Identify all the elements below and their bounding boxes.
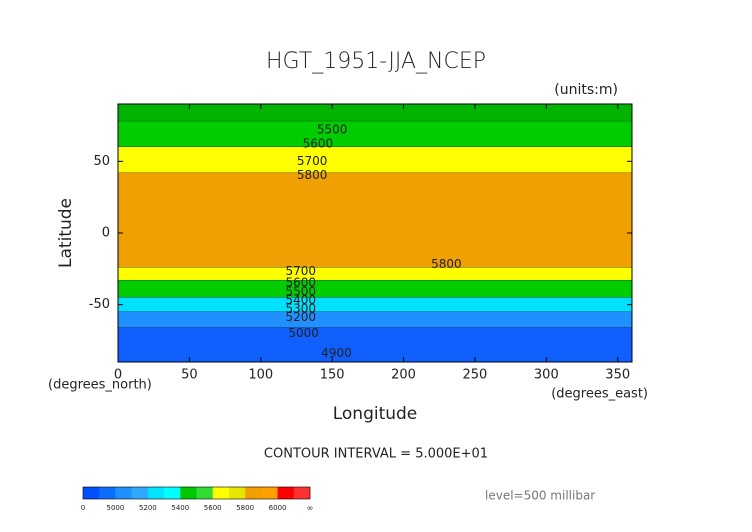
contour-label: 5600 (303, 137, 334, 151)
plot-area: 5500560057005800580057005600550054005300… (89, 103, 633, 383)
contour-label: 5700 (297, 154, 328, 168)
contour-band (118, 147, 632, 173)
colorbar-tick-label: 6000 (269, 504, 287, 512)
colorbar-swatch (245, 487, 262, 499)
contour-label: 5000 (288, 326, 319, 340)
colorbar-swatch (228, 487, 246, 499)
contour-label: 5300 (285, 301, 316, 315)
level-label: level=500 millibar (485, 489, 595, 503)
contour-interval: CONTOUR INTERVAL = 5.000E+01 (264, 447, 488, 462)
contour-band (118, 280, 632, 298)
colorbar-swatch (180, 487, 197, 499)
x-tick-label: 300 (534, 368, 559, 383)
x-tick-label: 0 (114, 368, 122, 383)
colorbar-swatch (83, 487, 100, 499)
y-tick-label: 0 (102, 226, 110, 241)
contour-label: 5700 (285, 264, 316, 278)
contour-label: 5800 (297, 168, 328, 182)
colorbar-swatch (261, 487, 278, 499)
x-tick-label: 100 (248, 368, 273, 383)
y-unit-label: (degrees_north) (48, 378, 152, 393)
x-tick-label: 50 (181, 368, 198, 383)
colorbar-tick-label: 5200 (139, 504, 157, 512)
colorbar-swatch (277, 487, 295, 499)
contour-label: 5800 (431, 257, 462, 271)
chart-title: HGT_1951-JJA_NCEP (266, 49, 486, 74)
contour-band (118, 297, 632, 312)
x-tick-label: 150 (320, 368, 345, 383)
contour-band (118, 327, 632, 362)
colorbar-swatch (164, 487, 181, 499)
x-tick-label: 350 (605, 368, 630, 383)
y-tick-label: -50 (89, 297, 110, 312)
contour-band (118, 172, 632, 268)
x-axis-label: Longitude (333, 404, 418, 424)
contour-band (118, 104, 632, 122)
x-tick-label: 200 (391, 368, 416, 383)
colorbar-tick-label: 5000 (107, 504, 125, 512)
colorbar-tick-label: 0 (81, 504, 85, 512)
colorbar-frame (82, 486, 311, 500)
colorbar-swatch (131, 487, 149, 499)
colorbar-swatch (196, 487, 214, 499)
contour-label: 5500 (317, 122, 348, 136)
colorbar-tick-label: 5400 (171, 504, 189, 512)
colorbar-swatch (99, 487, 116, 499)
colorbar: 0 5000 5200 5400 5600 5800 6000 ∞ (81, 486, 314, 513)
colorbar-tick-label: 5800 (236, 504, 254, 512)
contour-band (118, 121, 632, 147)
contour-band (118, 311, 632, 328)
contour-label: 5400 (285, 293, 316, 307)
contour-label: 5600 (285, 276, 316, 290)
colorbar-swatch (147, 487, 165, 499)
y-axis-label: Latitude (56, 198, 76, 268)
contour-label: 5500 (285, 284, 316, 298)
x-tick-label: 250 (463, 368, 488, 383)
colorbar-swatch (293, 487, 311, 499)
colorbar-tick-label: 5600 (204, 504, 222, 512)
contour-label: 4900 (321, 346, 352, 360)
x-unit-label: (degrees_east) (551, 387, 648, 402)
contour-label: 5200 (285, 310, 316, 324)
contour-band (118, 267, 632, 281)
units-label: (units:m) (554, 82, 618, 98)
colorbar-swatch (115, 487, 132, 499)
colorbar-end-label: ∞ (307, 504, 314, 513)
y-tick-label: 50 (93, 154, 110, 169)
colorbar-swatch (212, 487, 230, 499)
